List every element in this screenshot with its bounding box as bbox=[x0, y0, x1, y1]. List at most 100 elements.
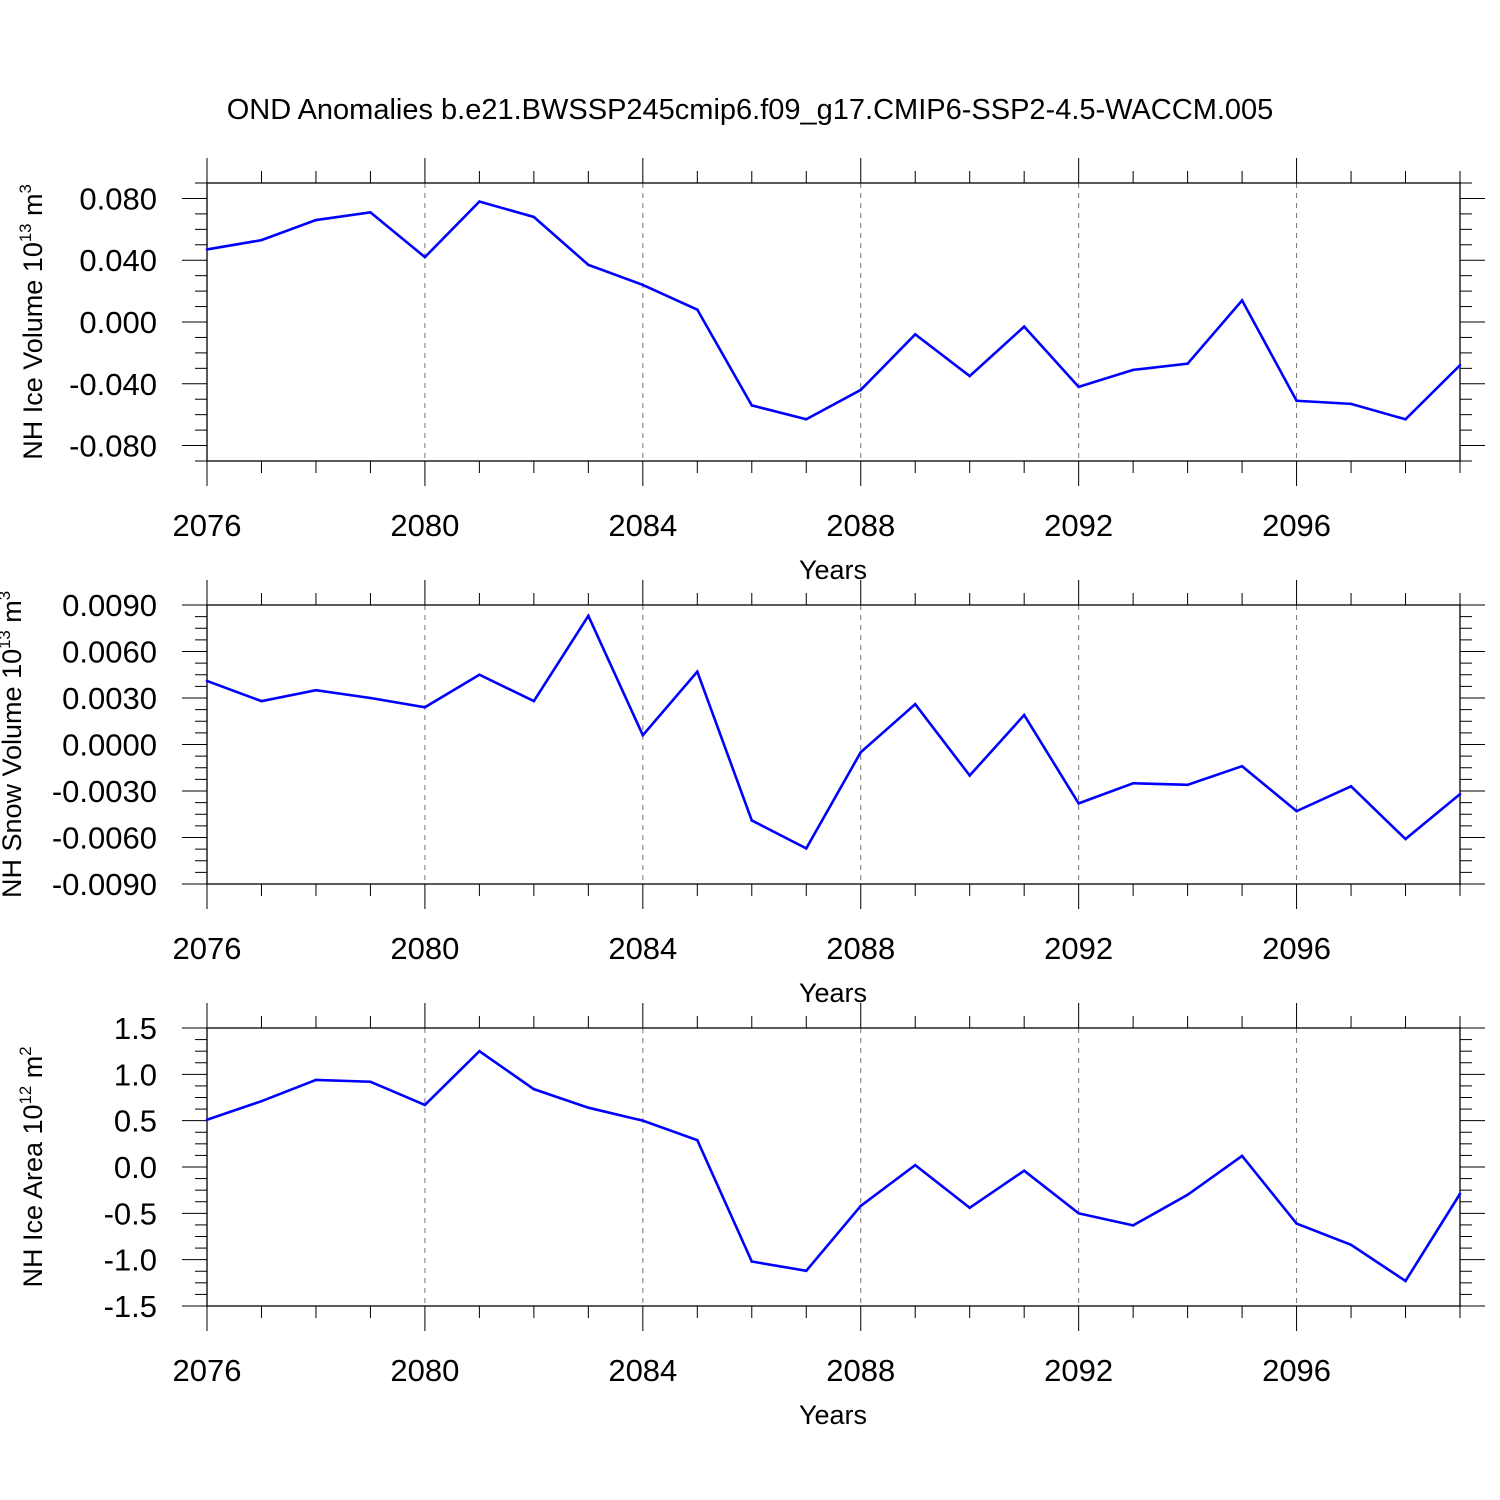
data-point bbox=[587, 614, 590, 618]
data-point bbox=[1458, 792, 1462, 796]
data-point bbox=[1131, 1224, 1135, 1227]
data-point bbox=[804, 418, 808, 421]
data-point bbox=[314, 218, 318, 222]
data-point bbox=[1022, 1169, 1026, 1173]
y-tick-label: 0.5 bbox=[114, 1104, 157, 1139]
data-point bbox=[478, 200, 481, 203]
y-axis-label: NH Ice Volume 1013 m3 bbox=[16, 184, 48, 460]
x-tick-label: 2076 bbox=[173, 931, 242, 966]
y-axis-label: NH Ice Area 1012 m2 bbox=[16, 1046, 48, 1287]
x-tick-label: 2092 bbox=[1044, 931, 1113, 966]
y-axis-label-text: NH Ice Volume 10 bbox=[18, 242, 48, 460]
y-tick-label: 1.5 bbox=[114, 1011, 157, 1046]
data-point bbox=[260, 238, 263, 242]
data-point bbox=[1295, 399, 1298, 403]
y-tick-label: -0.0060 bbox=[52, 821, 157, 856]
data-point bbox=[696, 670, 699, 673]
data-point bbox=[1186, 783, 1189, 787]
y-tick-label: 0.0000 bbox=[62, 728, 157, 763]
y-axis-label-text: NH Snow Volume 10 bbox=[0, 649, 27, 898]
data-point bbox=[532, 699, 536, 703]
series-line bbox=[206, 200, 1461, 421]
x-tick-label: 2092 bbox=[1044, 1353, 1113, 1388]
data-point bbox=[205, 679, 209, 683]
x-tick-label: 2076 bbox=[173, 1353, 242, 1388]
data-point bbox=[1077, 385, 1080, 389]
y-tick-label: 0.000 bbox=[79, 305, 157, 340]
y-tick-label: -0.0030 bbox=[52, 774, 157, 809]
y-tick-label: -0.040 bbox=[69, 367, 157, 402]
data-point bbox=[913, 702, 917, 706]
data-point bbox=[205, 248, 209, 251]
data-point bbox=[1240, 764, 1244, 768]
x-tick-label: 2084 bbox=[608, 1353, 677, 1388]
data-point bbox=[1458, 1192, 1462, 1196]
y-axis-label-text: m bbox=[18, 194, 48, 224]
x-axis-label: Years bbox=[799, 555, 867, 585]
y-axis-label-superscript: 3 bbox=[16, 184, 35, 193]
data-point bbox=[913, 1163, 917, 1167]
y-tick-label: 0.080 bbox=[79, 181, 157, 216]
data-point bbox=[804, 847, 808, 850]
data-point bbox=[859, 1204, 863, 1208]
data-point bbox=[859, 750, 863, 754]
y-tick-label: 0.0030 bbox=[62, 681, 157, 716]
y-tick-label: 0.0090 bbox=[62, 588, 157, 623]
y-axis-label-superscript: 13 bbox=[16, 224, 35, 243]
panel-2: 0.0090 0.0060 0.0030 0.0000 -0.0030 -0.0060 -0… bbox=[0, 580, 1485, 1008]
y-tick-label: -1.0 bbox=[104, 1243, 157, 1278]
y-tick-label: 0.0060 bbox=[62, 635, 157, 670]
data-point bbox=[1077, 802, 1080, 805]
data-point bbox=[1022, 325, 1026, 328]
y-tick-label: -0.080 bbox=[69, 429, 157, 464]
x-tick-label: 2096 bbox=[1262, 508, 1331, 543]
x-tick-label: 2080 bbox=[390, 1353, 459, 1388]
y-axis-label: NH Snow Volume 1013 m3 bbox=[0, 591, 27, 898]
panels: 0.080 0.040 0.000 -0.040 -0.080 2076 2080 2084 2… bbox=[0, 158, 1485, 1430]
panel-1: 0.080 0.040 0.000 -0.040 -0.080 2076 2080 2084 2… bbox=[16, 158, 1485, 585]
data-point bbox=[968, 374, 971, 378]
data-point bbox=[913, 333, 917, 336]
data-point bbox=[1240, 1154, 1244, 1158]
data-point bbox=[314, 1078, 318, 1082]
data-point bbox=[423, 255, 427, 259]
data-point bbox=[1186, 1193, 1189, 1197]
data-point bbox=[587, 263, 590, 267]
data-point bbox=[423, 706, 427, 709]
series-line bbox=[206, 1049, 1462, 1283]
data-point bbox=[369, 211, 372, 214]
data-point bbox=[1022, 713, 1026, 717]
y-tick-label: -1.5 bbox=[104, 1289, 157, 1324]
data-point bbox=[1349, 785, 1353, 788]
x-tick-label: 2088 bbox=[826, 1353, 895, 1388]
x-tick-label: 2084 bbox=[608, 931, 677, 966]
y-axis-label-text: m bbox=[0, 600, 27, 630]
y-axis-label-text: NH Ice Area 10 bbox=[18, 1104, 48, 1287]
x-tick-label: 2092 bbox=[1044, 508, 1113, 543]
y-axis-label-superscript: 13 bbox=[0, 630, 14, 649]
data-point bbox=[696, 308, 699, 311]
panel-3: 1.5 1.0 0.5 0.0 -0.5 -1.0 -1.5 2076 2080 2084 2088… bbox=[16, 1003, 1485, 1430]
data-point bbox=[1349, 1243, 1353, 1247]
data-point bbox=[369, 1080, 372, 1084]
data-point bbox=[750, 404, 754, 407]
data-point bbox=[423, 1103, 427, 1107]
data-point bbox=[1404, 837, 1407, 841]
y-axis-label-superscript: 12 bbox=[16, 1086, 35, 1105]
data-point bbox=[641, 733, 645, 737]
data-point bbox=[804, 1269, 808, 1273]
x-tick-label: 2096 bbox=[1262, 931, 1331, 966]
x-tick-label: 2088 bbox=[826, 508, 895, 543]
data-point bbox=[260, 699, 263, 703]
data-point bbox=[260, 1099, 263, 1103]
data-point bbox=[1295, 1222, 1298, 1225]
x-tick-label: 2096 bbox=[1262, 1353, 1331, 1388]
y-tick-label: 0.0 bbox=[114, 1150, 157, 1185]
data-point bbox=[750, 819, 754, 822]
data-point bbox=[1349, 402, 1353, 406]
data-point bbox=[696, 1138, 699, 1142]
series-line bbox=[206, 613, 1461, 851]
plot-frame bbox=[206, 182, 1461, 462]
data-point bbox=[1458, 363, 1462, 367]
